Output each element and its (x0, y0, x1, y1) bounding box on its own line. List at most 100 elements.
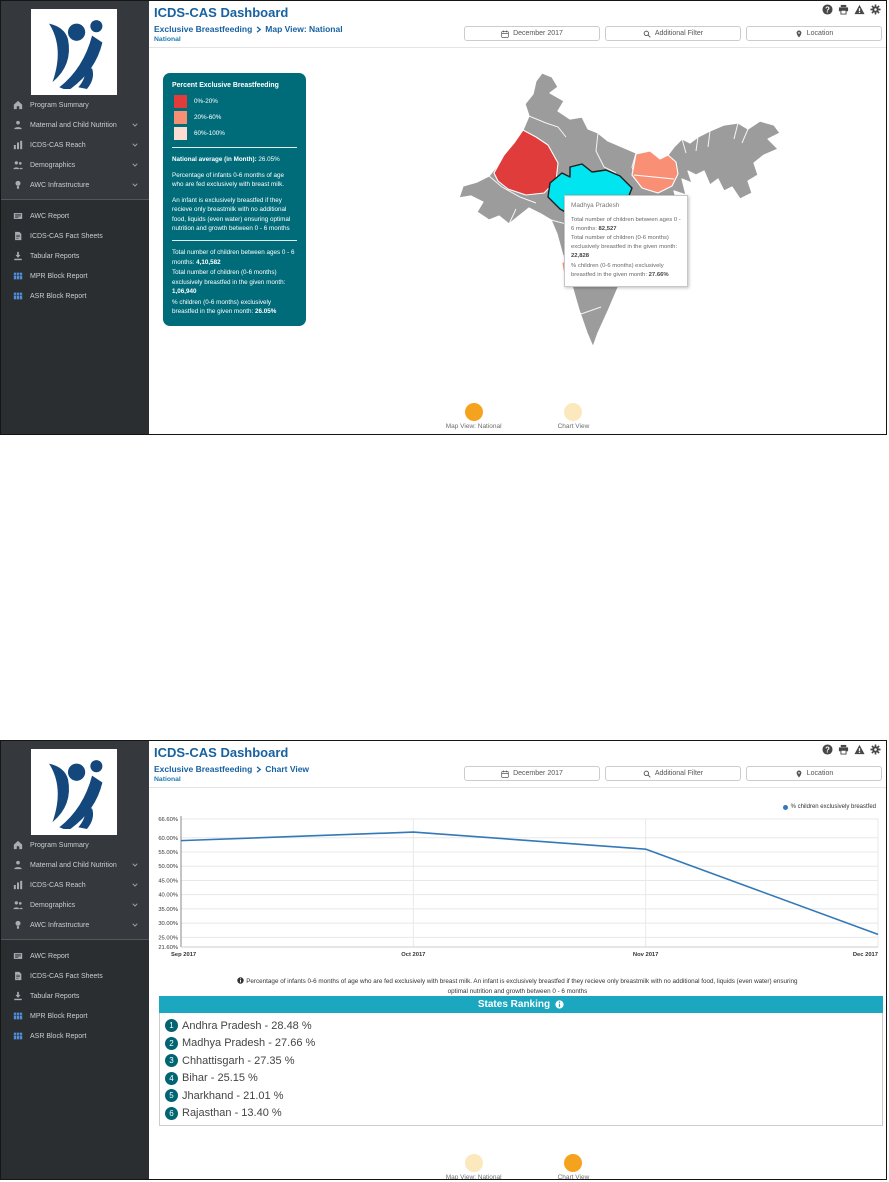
sidebar-item-label: Program Summary (30, 841, 89, 849)
states-ranking-panel: 1 Andhra Pradesh - 28.48 % 2 Madhya Prad… (159, 1013, 883, 1126)
breadcrumb-current: Chart View (265, 764, 310, 774)
ranking-label: Jharkhand - 21.01 % (182, 1089, 284, 1102)
sidebar-item[interactable]: Maternal and Child Nutrition (1, 855, 149, 875)
search-icon (643, 770, 651, 778)
view-toggle[interactable]: Map View: National (446, 1154, 502, 1179)
sidebar-menu: Program Summary Maternal and Child Nutri… (1, 835, 149, 935)
toggle-label: Chart View (557, 1174, 590, 1180)
legend-swatch (174, 127, 187, 141)
family-logo-icon (49, 20, 103, 89)
sidebar-item[interactable]: ICDS-CAS Fact Sheets (1, 226, 149, 246)
indicator-description: Percentage of infants 0-6 months of age … (172, 171, 285, 189)
ranking-label: Rajasthan - 13.40 % (182, 1107, 282, 1120)
pin-icon (795, 30, 803, 38)
chevron-down-icon (131, 181, 139, 189)
additional-filter-button[interactable]: Additional Filter (605, 26, 741, 41)
help-icon[interactable]: ? (822, 744, 833, 755)
date-filter-button[interactable]: December 2017 (464, 26, 600, 41)
sidebar-item-label: ASR Block Report (30, 292, 87, 300)
india-map[interactable]: Madhya Pradesh Total number of children … (446, 67, 791, 367)
sidebar-item[interactable]: Program Summary (1, 835, 149, 855)
tooltip-line: Total number of children (0-6 months) ex… (571, 235, 678, 260)
breadcrumb-root[interactable]: Exclusive Breastfeeding (154, 24, 253, 34)
svg-text:21.60%: 21.60% (158, 945, 178, 951)
svg-text:25.00%: 25.00% (158, 935, 178, 941)
map-legend-panel: Percent Exclusive Breastfeeding 0%-20% 2… (163, 73, 306, 327)
sidebar-item[interactable]: ICDS-CAS Fact Sheets (1, 966, 149, 986)
chart-legend[interactable]: % children exclusively breastfed (782, 804, 876, 810)
svg-text:Sep 2017: Sep 2017 (171, 952, 196, 958)
print-icon[interactable] (838, 744, 849, 755)
sidebar-reports-section: AWC Report ICDS-CAS Fact Sheets Tabular … (1, 199, 149, 434)
sidebar-item[interactable]: ICDS-CAS Reach (1, 875, 149, 895)
ranking-label: Andhra Pradesh - 28.48 % (182, 1019, 312, 1032)
sidebar-item-label: AWC Infrastructure (30, 921, 90, 929)
sidebar-item[interactable]: Program Summary (1, 95, 149, 115)
sidebar-reports-menu: AWC Report ICDS-CAS Fact Sheets Tabular … (1, 940, 149, 1046)
legend-range-label: 20%-60% (194, 114, 222, 122)
chevron-down-icon (131, 901, 139, 909)
date-filter-button[interactable]: December 2017 (464, 766, 600, 781)
sidebar-item[interactable]: Demographics (1, 895, 149, 915)
toggle-dot-icon[interactable] (464, 1154, 483, 1172)
sidebar-item-label: ICDS-CAS Fact Sheets (30, 232, 103, 240)
sidebar-item[interactable]: Demographics (1, 155, 149, 175)
svg-text:60.00%: 60.00% (158, 836, 178, 842)
ranking-row: 5 Jharkhand - 21.01 % (165, 1087, 877, 1105)
toggle-dot-icon[interactable] (564, 403, 583, 421)
app-logo (31, 9, 117, 95)
svg-text:30.00%: 30.00% (158, 921, 178, 927)
sidebar-item[interactable]: Maternal and Child Nutrition (1, 115, 149, 135)
view-toggle[interactable]: Chart View (557, 1154, 590, 1180)
print-icon[interactable] (838, 4, 849, 15)
series-dot-icon (782, 804, 788, 810)
line-chart[interactable]: 21.60% 25.00% 30.00% 35.00% 40.00% 45.00% 50.0… (151, 813, 886, 963)
legend-title: Percent Exclusive Breastfeeding (172, 82, 279, 89)
view-toggle[interactable]: Map View: National (446, 403, 502, 430)
view-toggles: Map View: National Chart View (149, 403, 886, 430)
gear-icon[interactable] (870, 744, 881, 755)
family-logo-icon (49, 760, 103, 829)
sidebar-item-label: ICDS-CAS Reach (30, 881, 86, 889)
svg-text:50.00%: 50.00% (158, 864, 178, 870)
sidebar-item[interactable]: Tabular Reports (1, 246, 149, 266)
sidebar-item-label: ICDS-CAS Reach (30, 141, 86, 149)
toggle-dot-icon[interactable] (564, 1154, 583, 1172)
sidebar-item[interactable]: MPR Block Report (1, 266, 149, 286)
tooltip-line: % children (0-6 months) exclusively brea… (571, 262, 669, 278)
sidebar-reports-section: AWC Report ICDS-CAS Fact Sheets Tabular … (1, 939, 149, 1179)
help-icon[interactable]: ? (822, 4, 833, 15)
toggle-dot-icon[interactable] (464, 403, 483, 421)
sidebar-item[interactable]: ICDS-CAS Reach (1, 135, 149, 155)
alert-icon[interactable] (854, 744, 865, 755)
sidebar-item[interactable]: AWC Report (1, 206, 149, 226)
sidebar-item[interactable]: ASR Block Report (1, 286, 149, 306)
ranking-row: 6 Rajasthan - 13.40 % (165, 1105, 877, 1123)
gear-icon[interactable] (870, 4, 881, 15)
sidebar-item[interactable]: AWC Infrastructure (1, 915, 149, 935)
alert-icon[interactable] (854, 4, 865, 15)
additional-filter-button[interactable]: Additional Filter (605, 766, 741, 781)
legend-range: 0%-20% (174, 95, 297, 109)
info-icon[interactable] (555, 1000, 564, 1009)
legend-range: 60%-100% (174, 127, 297, 141)
svg-text:Dec 2017: Dec 2017 (853, 952, 878, 958)
breadcrumb-root[interactable]: Exclusive Breastfeeding (154, 764, 253, 774)
sidebar-item-label: ASR Block Report (30, 1032, 87, 1040)
svg-text:Nov 2017: Nov 2017 (633, 952, 658, 958)
calendar-icon (501, 770, 509, 778)
sidebar-item[interactable]: MPR Block Report (1, 1006, 149, 1026)
location-filter-button[interactable]: Location (746, 26, 882, 41)
sidebar-item[interactable]: ASR Block Report (1, 1026, 149, 1046)
view-toggle[interactable]: Chart View (558, 403, 589, 430)
states-ranking-header: States Ranking (159, 996, 883, 1013)
ranking-row: 3 Chhattisgarh - 27.35 % (165, 1052, 877, 1070)
sidebar-item[interactable]: AWC Infrastructure (1, 175, 149, 195)
sidebar-item-label: Tabular Reports (30, 252, 80, 260)
sidebar-item[interactable]: Tabular Reports (1, 986, 149, 1006)
sidebar-item[interactable]: AWC Report (1, 946, 149, 966)
svg-text:45.00%: 45.00% (158, 878, 178, 884)
chevron-down-icon (131, 861, 139, 869)
location-filter-button[interactable]: Location (746, 766, 882, 781)
sidebar-item-label: Program Summary (30, 101, 89, 109)
